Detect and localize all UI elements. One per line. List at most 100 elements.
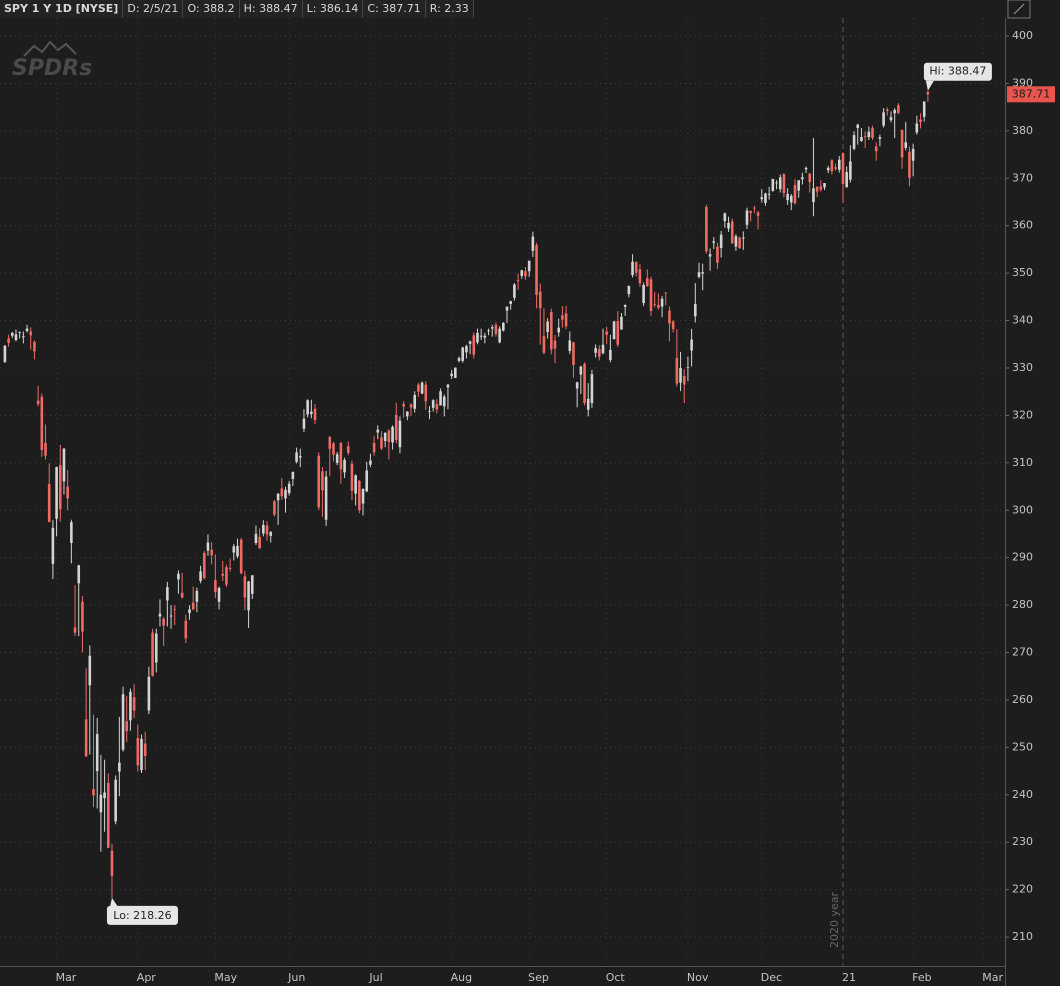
candle-body — [454, 367, 457, 378]
candle-body — [538, 291, 542, 309]
candle-body — [70, 522, 73, 543]
candle-body — [502, 322, 505, 331]
candle-body — [646, 278, 649, 286]
low-label: Lo: 218.26 — [113, 909, 171, 922]
candle-body — [823, 183, 826, 188]
candle-body — [719, 234, 723, 249]
grid — [0, 18, 1005, 966]
candle-body — [789, 195, 793, 203]
y-tick-label: 340 — [1012, 314, 1033, 327]
x-tick-label: Feb — [912, 971, 931, 984]
candle-body — [247, 581, 250, 611]
candle-body — [365, 470, 369, 492]
candle-body — [391, 426, 394, 443]
candle-body — [328, 436, 332, 449]
candle-body — [295, 452, 298, 462]
candle-body — [911, 148, 915, 161]
y-tick-label: 370 — [1012, 171, 1033, 184]
candle-body — [749, 211, 752, 213]
candle-body — [852, 135, 856, 149]
candle-body — [586, 398, 590, 410]
candle-body — [642, 284, 645, 304]
x-tick-label: 21 — [842, 971, 856, 984]
candle-body — [524, 271, 527, 277]
candle-body — [114, 779, 117, 822]
candle-body — [22, 336, 25, 338]
candle-body — [232, 546, 236, 553]
candle-body — [653, 303, 656, 305]
candle-body — [583, 363, 586, 404]
candle-body — [694, 303, 697, 317]
candle-body — [191, 602, 195, 610]
candle-body — [753, 207, 756, 209]
candle-body — [564, 313, 568, 327]
y-tick-label: 320 — [1012, 408, 1033, 421]
candle-body — [465, 346, 468, 353]
candle-body — [837, 159, 841, 170]
candle-body — [885, 109, 889, 111]
candle-body — [143, 743, 147, 756]
y-tick-label: 240 — [1012, 788, 1033, 801]
candle-body — [738, 237, 741, 249]
candle-body — [173, 608, 177, 610]
candle-body — [793, 184, 797, 204]
candle-body — [431, 400, 435, 408]
x-tick-label: Apr — [137, 971, 157, 984]
last-price-label: 387.71 — [1012, 87, 1051, 100]
candle-body — [265, 525, 269, 535]
candle-body — [468, 341, 472, 344]
candle-body — [498, 328, 501, 343]
candle-body — [535, 245, 538, 295]
candle-body — [572, 342, 575, 365]
candle-body — [10, 332, 14, 336]
candle-body — [73, 627, 77, 633]
candle-body — [568, 340, 572, 351]
candle-body — [727, 222, 730, 229]
candle-body — [682, 376, 686, 385]
candle-body — [250, 575, 254, 594]
candle-body — [900, 129, 904, 158]
candle-body — [180, 592, 184, 598]
y-tick-label: 250 — [1012, 740, 1033, 753]
candle-body — [199, 571, 202, 581]
candle-body — [387, 430, 391, 442]
candle-body — [531, 236, 535, 251]
candle-body — [236, 545, 239, 557]
candle-body — [29, 331, 33, 336]
y-tick-label: 220 — [1012, 883, 1033, 896]
candle-body — [409, 404, 413, 408]
candle-body — [638, 269, 642, 284]
candle-body — [871, 128, 874, 138]
expand-icon[interactable] — [1007, 0, 1031, 19]
watermark: SPDRs — [12, 56, 92, 81]
candle-body — [158, 613, 162, 617]
candle-body — [424, 384, 428, 402]
candle-body — [103, 792, 106, 799]
candle-body — [195, 590, 199, 602]
candle-body — [915, 123, 919, 133]
candle-body — [476, 332, 479, 343]
candle-body — [897, 105, 900, 113]
header-field: O: 388.2 — [183, 0, 240, 18]
candle-body — [262, 524, 265, 534]
candle-body — [383, 432, 387, 442]
candle-body — [705, 206, 708, 252]
y-tick-label: 300 — [1012, 503, 1033, 516]
candle-body — [310, 411, 313, 414]
high-label-box — [923, 62, 992, 81]
candle-body — [553, 340, 557, 349]
candle-body — [675, 358, 679, 384]
candle-body — [188, 609, 191, 614]
candle-body — [631, 261, 634, 276]
candle-body — [575, 382, 579, 389]
candle-body — [660, 298, 664, 307]
candle-body — [350, 463, 354, 491]
candle-body — [25, 328, 29, 331]
candle-body — [657, 304, 660, 308]
y-tick-label: 350 — [1012, 266, 1033, 279]
symbol[interactable]: SPY 1 Y 1D [NYSE] — [0, 0, 124, 18]
candle-body — [797, 180, 800, 191]
candle-body — [369, 460, 372, 465]
y-tick-label: 210 — [1012, 930, 1033, 943]
